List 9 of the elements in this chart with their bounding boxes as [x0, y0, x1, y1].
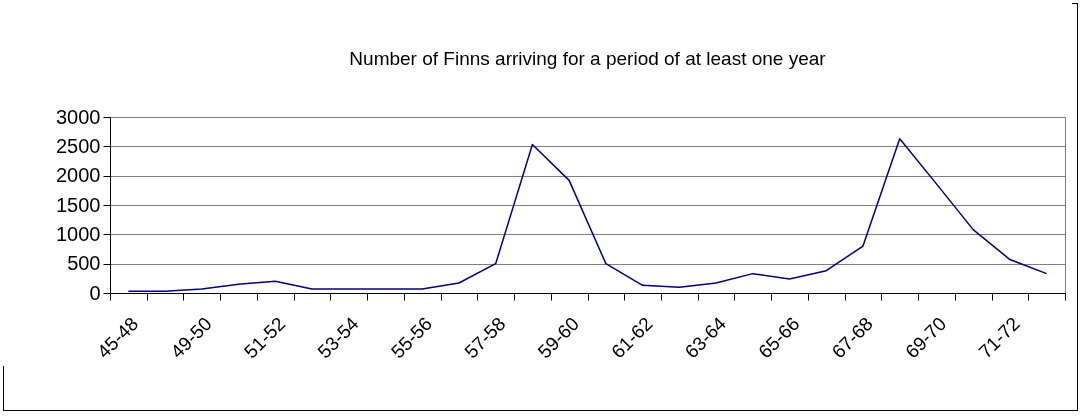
y-tick-label: 3000: [56, 105, 101, 128]
y-tick-label: 2500: [56, 134, 101, 157]
chart-title: Number of Finns arriving for a period of at least one year: [349, 48, 827, 69]
line-series: [127, 137, 1048, 292]
y-tick-label: 2000: [56, 164, 101, 187]
y-tick-label: 0: [89, 281, 101, 304]
y-tick-label: 1500: [56, 193, 101, 216]
y-tick-label: 1000: [56, 222, 101, 245]
y-tick-label: 500: [67, 252, 101, 275]
